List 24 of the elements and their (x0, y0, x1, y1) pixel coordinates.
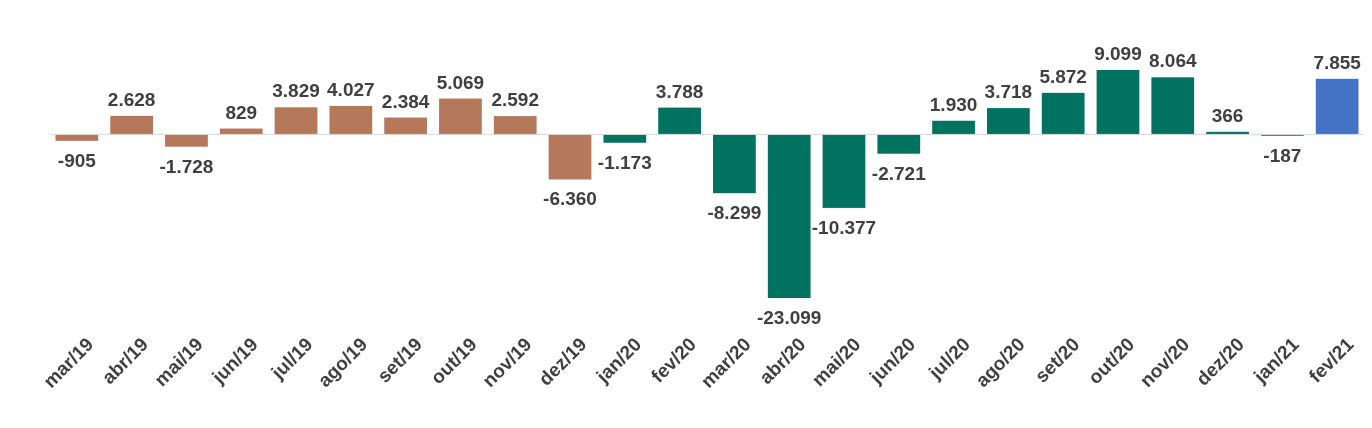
data-label: -10.377 (811, 216, 877, 238)
data-label: -2.721 (871, 162, 927, 184)
data-label: 5.069 (436, 71, 485, 93)
data-label: 1.930 (929, 93, 978, 115)
data-label: 8.064 (1148, 50, 1197, 72)
data-label: -6.360 (543, 188, 597, 210)
data-label: -1.173 (597, 151, 652, 173)
data-label: 2.384 (381, 90, 430, 112)
data-label: -23.099 (756, 307, 822, 328)
data-label: 829 (225, 101, 258, 123)
data-label: 3.718 (984, 81, 1033, 103)
data-label: -905 (57, 149, 97, 171)
data-label: 2.592 (491, 89, 539, 111)
data-label: -1.728 (159, 155, 214, 177)
data-label: -187 (1263, 144, 1302, 166)
data-label: 9.099 (1094, 43, 1142, 64)
data-label: -8.299 (707, 202, 762, 224)
data-label: 3.788 (655, 80, 704, 102)
data-label: 7.855 (1313, 51, 1362, 73)
data-label: 2.628 (107, 88, 156, 110)
data-label: 4.027 (327, 78, 375, 100)
data-label: 5.872 (1039, 65, 1087, 87)
data-label: 3.829 (272, 80, 320, 102)
data-label: 366 (1211, 104, 1244, 126)
